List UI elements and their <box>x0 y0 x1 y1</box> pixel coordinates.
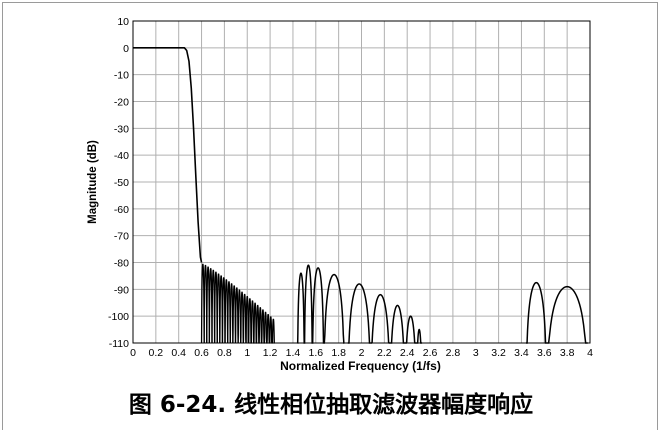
sidelobe <box>390 304 405 344</box>
sidelobe-cluster <box>234 287 239 344</box>
chart: 100-10-20-30-40-50-60-70-80-90-100-110 0… <box>87 16 593 373</box>
sidelobe <box>347 283 371 344</box>
y-tick-label: -20 <box>114 97 129 109</box>
sidelobe <box>526 281 547 344</box>
y-tick-label: -10 <box>114 70 129 82</box>
sidelobe-cluster <box>206 266 211 344</box>
sidelobe <box>311 267 325 344</box>
sidelobe-cluster <box>237 289 242 344</box>
x-tick-label: 0 <box>130 347 136 359</box>
x-tick-label: 2 <box>359 347 365 359</box>
y-tick-labels: 10 0 -10 -20 -30 -40 -50 -60 -70 -80 -90 -100 -110 <box>108 16 129 350</box>
sidelobe-cluster <box>224 279 229 344</box>
x-tick-label: 0.6 <box>194 347 209 359</box>
sidelobe-cluster <box>245 295 250 344</box>
sidelobe <box>404 315 417 344</box>
x-tick-label: 3.6 <box>537 347 552 359</box>
sidelobe <box>546 285 588 344</box>
x-tick-label: 1.8 <box>331 347 346 359</box>
y-tick-label: 0 <box>123 43 129 55</box>
sidelobe-cluster <box>211 269 216 344</box>
sidelobe-cluster <box>263 311 268 344</box>
x-tick-label: 0.8 <box>217 347 232 359</box>
plot-area-border <box>132 20 591 344</box>
y-axis-label: Magnitude (dB) <box>87 140 99 224</box>
sidelobe-cluster <box>213 271 218 344</box>
x-axis-label: Normalized Frequency (1/fs) <box>280 359 441 373</box>
sidelobe-cluster <box>253 302 257 344</box>
x-tick-labels: 0 0.2 0.4 0.6 0.8 1 1.2 1.4 1.6 1.8 2 2.2 2.4 2.6 2.8 3… <box>130 347 593 359</box>
figure-frame <box>2 2 658 430</box>
sidelobe-cluster <box>240 291 244 344</box>
x-tick-label: 2.8 <box>446 347 461 359</box>
sidelobe-cluster <box>266 314 270 344</box>
figure-caption: 图 6-24. 线性相位抽取滤波器幅度响应 <box>128 392 534 418</box>
x-tick-label: 3 <box>473 347 479 359</box>
x-tick-label: 2.6 <box>423 347 438 359</box>
y-tick-label: -90 <box>114 284 129 296</box>
passband-transition-curve <box>133 47 203 263</box>
y-tick-label: 10 <box>117 16 129 28</box>
y-tick-label: -110 <box>109 338 129 350</box>
sidelobe <box>296 272 305 344</box>
x-tick-label: 0.2 <box>149 347 164 359</box>
x-tick-label: 1.2 <box>263 347 278 359</box>
sidelobe-cluster <box>216 273 221 344</box>
x-tick-label: 1.4 <box>286 347 301 359</box>
sidelobe-cluster <box>258 307 263 344</box>
y-tick-label: -30 <box>114 123 129 135</box>
sidelobe-cluster <box>232 285 237 344</box>
sidelobe-cluster <box>268 316 273 344</box>
y-tick-label: -40 <box>114 150 129 162</box>
sidelobe-cluster <box>242 293 247 344</box>
sidelobe <box>303 264 313 344</box>
x-tick-label: 0.4 <box>171 347 186 359</box>
sidelobe-cluster <box>221 277 226 344</box>
x-tick-label: 4 <box>587 347 593 359</box>
sidelobe-cluster <box>248 298 252 344</box>
sidelobe-cluster <box>250 300 255 344</box>
x-tick-label: 3.2 <box>491 347 506 359</box>
sidelobe-cluster <box>271 318 275 344</box>
sidelobe-cluster <box>261 309 265 344</box>
x-tick-label: 1.6 <box>308 347 323 359</box>
sidelobe-cluster <box>203 264 208 344</box>
sidelobe <box>370 293 391 344</box>
sidelobe-cluster <box>229 283 234 344</box>
x-tick-label: 1 <box>244 347 250 359</box>
x-tick-label: 3.4 <box>514 347 529 359</box>
sidelobe-cluster <box>200 263 205 344</box>
x-tick-label: 2.4 <box>400 347 415 359</box>
y-tick-label: -100 <box>108 311 129 323</box>
sidelobe-cluster <box>208 268 213 344</box>
x-tick-label: 3.8 <box>560 347 575 359</box>
sidelobe <box>323 273 345 344</box>
y-tick-label: -50 <box>114 177 129 189</box>
y-tick-label: -60 <box>114 204 129 216</box>
sidelobe <box>416 328 423 344</box>
x-tick-label: 2.2 <box>377 347 392 359</box>
sidelobe-cluster <box>255 304 260 344</box>
response-curve-group <box>133 47 588 344</box>
sidelobe-cluster <box>219 275 224 344</box>
y-tick-label: -70 <box>114 231 129 243</box>
sidelobe-cluster <box>227 281 231 344</box>
y-tick-label: -80 <box>114 258 129 270</box>
